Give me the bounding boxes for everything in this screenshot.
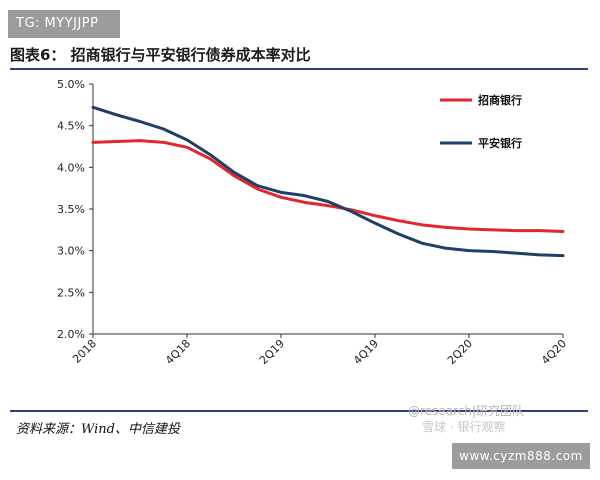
data-point (92, 106, 94, 109)
data-point (491, 250, 494, 253)
data-point (233, 174, 235, 177)
data-point (491, 229, 494, 231)
data-point (139, 139, 141, 142)
data-point (139, 120, 141, 123)
data-point (209, 158, 212, 160)
data-point (162, 128, 165, 130)
data-point (562, 230, 564, 233)
legend-label: 平安银行 (478, 136, 522, 150)
data-point (162, 141, 165, 144)
data-point (397, 219, 400, 222)
data-point (115, 140, 118, 143)
data-point (421, 224, 423, 226)
watermark-line-2: 雪球 · 银行观察 (422, 420, 506, 434)
series-line-cmb (91, 139, 565, 233)
x-tick-label: 4Q19 (351, 337, 381, 367)
y-tick-label: 2.5% (57, 286, 85, 299)
top-rule (10, 68, 588, 70)
watermark-line-1: @research|研究团队 (408, 404, 524, 418)
data-point (303, 201, 306, 204)
data-point (327, 204, 329, 207)
chart-axes (92, 84, 563, 335)
x-tick-label: 2Q20 (445, 337, 475, 367)
data-point (280, 191, 282, 194)
data-point (562, 254, 564, 257)
data-point (186, 146, 188, 149)
y-tick-label: 3.0% (57, 245, 85, 258)
y-tick-label: 5.0% (57, 78, 85, 91)
x-tick-label: 4Q20 (539, 337, 569, 367)
data-point (115, 114, 118, 116)
tg-badge: TG: MYYJJPP (8, 10, 120, 38)
data-point (374, 214, 376, 217)
data-point (444, 247, 447, 249)
data-point (350, 210, 353, 213)
data-point (421, 242, 423, 244)
data-point (209, 154, 212, 156)
data-point (444, 226, 447, 229)
data-point (280, 196, 282, 199)
site-url-badge: www.cyzm888.com (452, 443, 590, 469)
data-point (303, 194, 306, 197)
chart-series (91, 105, 565, 258)
x-tick-label: 2Q19 (257, 337, 287, 367)
data-point (515, 252, 517, 254)
x-tick-label: 4Q18 (163, 337, 193, 367)
data-point (233, 171, 235, 174)
data-point (374, 222, 376, 224)
data-point (186, 139, 188, 141)
y-tick-label: 4.0% (57, 161, 85, 174)
data-point (256, 188, 259, 190)
bottom-rule (10, 410, 588, 412)
data-point (468, 249, 470, 252)
x-tick-label: 2018 (70, 337, 99, 366)
data-point (327, 200, 329, 203)
legend-label: 招商银行 (478, 93, 522, 107)
data-point (538, 229, 541, 232)
data-point (397, 233, 400, 235)
figure-title: 图表6： 招商银行与平安银行债券成本率对比 (10, 46, 311, 64)
source-note: 资料来源：Wind、中信建投 (16, 422, 180, 437)
data-point (468, 228, 470, 230)
y-tick-label: 2.0% (57, 328, 85, 341)
y-tick-label: 4.5% (57, 120, 85, 133)
y-tick-label: 3.5% (57, 203, 85, 216)
x-axis-ticks: 2018 4Q18 2Q19 4Q19 2Q20 4Q20 (70, 334, 569, 367)
data-point (92, 141, 94, 144)
data-point (256, 184, 259, 187)
data-point (515, 229, 517, 232)
y-axis-ticks: 2.0% 2.5% 3.0% 3.5% 4.0% 4.5% 5.0% (57, 78, 93, 341)
data-point (538, 254, 541, 256)
